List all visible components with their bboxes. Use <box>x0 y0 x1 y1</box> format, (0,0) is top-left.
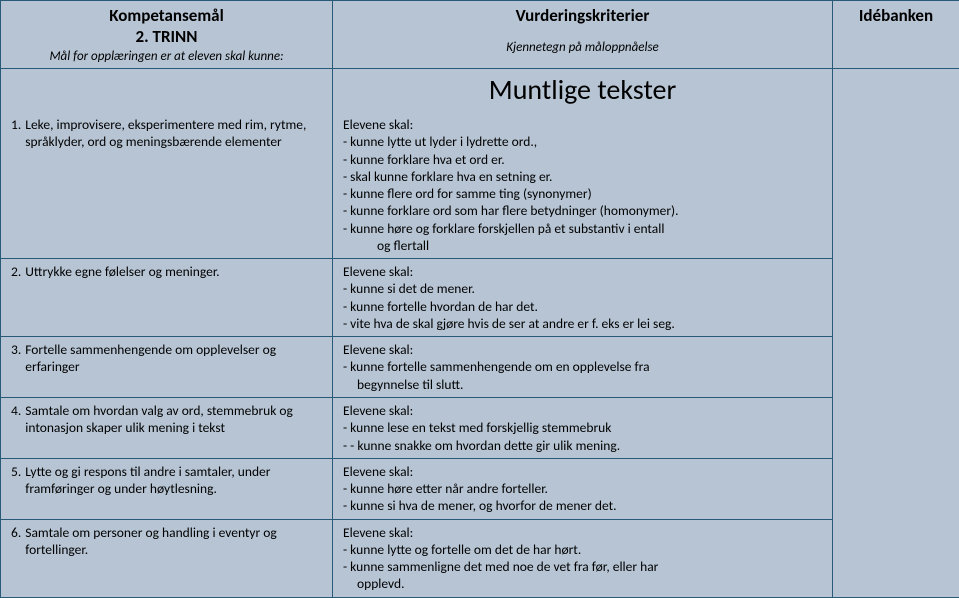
criteria-item: - kunne flere ord for samme ting (synony… <box>343 185 824 202</box>
criteria-item: - skal kunne forklare hva en setning er. <box>343 168 824 185</box>
goal-cell-1 <box>1 69 333 113</box>
header-row: Kompetansemål 2. TRINN Mål for opplæring… <box>1 1 959 69</box>
header-col3: Idébanken <box>833 1 959 69</box>
section-title-row: Muntlige tekster <box>1 69 959 113</box>
goal-cell: 3. Fortelle sammenhengende om opplevelse… <box>1 337 333 398</box>
criteria-item: - - kunne snakke om hvordan dette gir ul… <box>343 437 824 454</box>
criteria-item: - kunne sammenligne det med noe de vet f… <box>343 558 824 575</box>
goal-text: 4. Samtale om hvordan valg av ord, stemm… <box>11 402 324 437</box>
goal-cell: 6. Samtale om personer og handling i eve… <box>1 519 333 597</box>
criteria-item-cont: begynnelse til slutt. <box>343 376 824 393</box>
criteria-lead: Elevene skal: <box>343 402 824 419</box>
goal-text: 6. Samtale om personer og handling i eve… <box>11 524 324 559</box>
section-title-cell: Muntlige tekster <box>333 69 833 113</box>
criteria-item: - kunne forklare ord som har flere betyd… <box>343 202 824 219</box>
table-row: 4. Samtale om hvordan valg av ord, stemm… <box>1 397 959 458</box>
table-row: 2. Uttrykke egne følelser og meninger. E… <box>1 259 959 337</box>
goal-cell: 4. Samtale om hvordan valg av ord, stemm… <box>1 397 333 458</box>
criteria-cell: Elevene skal: - kunne lytte og fortelle … <box>333 519 833 597</box>
criteria-item: - kunne lytte ut lyder i lydrette ord., <box>343 133 824 150</box>
criteria-cell: Elevene skal: - kunne høre etter når and… <box>333 458 833 519</box>
table-row: 3. Fortelle sammenhengende om opplevelse… <box>1 337 959 398</box>
criteria-item-cont: opplevd. <box>343 575 824 592</box>
criteria-item: - kunne si hva de mener, og hvorfor de m… <box>343 497 824 514</box>
goal-text: 5. Lytte og gi respons til andre i samta… <box>11 463 324 498</box>
header-col1-sub: Mål for opplæringen er at eleven skal ku… <box>7 49 326 64</box>
header-col2-sub: Kjennetegn på måloppnåelse <box>339 40 826 55</box>
curriculum-table-page: Kompetansemål 2. TRINN Mål for opplæring… <box>0 0 959 592</box>
header-col2-title: Vurderingskriterier <box>339 5 826 26</box>
table-row: 5. Lytte og gi respons til andre i samta… <box>1 458 959 519</box>
criteria-lead: Elevene skal: <box>343 116 824 133</box>
section-title: Muntlige tekster <box>333 69 832 112</box>
criteria-item: - kunne høre og forklare forskjellen på … <box>343 220 824 237</box>
criteria-lead: Elevene skal: <box>343 463 824 480</box>
goal-text: 2. Uttrykke egne følelser og meninger. <box>11 263 324 280</box>
criteria-lead: Elevene skal: <box>343 263 824 280</box>
header-col1-line2: 2. TRINN <box>7 26 326 47</box>
goal-text: 3. Fortelle sammenhengende om opplevelse… <box>11 341 324 376</box>
criteria-item: - vite hva de skal gjøre hvis de ser at … <box>343 315 824 332</box>
header-col2: Vurderingskriterier Kjennetegn på målopp… <box>333 1 833 69</box>
goal-cell: 2. Uttrykke egne følelser og meninger. <box>1 259 333 337</box>
table-row: 6. Samtale om personer og handling i eve… <box>1 519 959 597</box>
criteria-item: - kunne lese en tekst med forskjellig st… <box>343 419 824 436</box>
criteria-cell: Elevene skal: - kunne lytte ut lyder i l… <box>333 112 833 259</box>
header-col1: Kompetansemål 2. TRINN Mål for opplæring… <box>1 1 333 69</box>
criteria-cell: Elevene skal: - kunne lese en tekst med … <box>333 397 833 458</box>
criteria-item-cont: og flertall <box>343 237 824 254</box>
header-col3-title: Idébanken <box>839 5 953 26</box>
criteria-cell: Elevene skal: - kunne si det de mener. -… <box>333 259 833 337</box>
criteria-item: - kunne fortelle sammenhengende om en op… <box>343 358 824 375</box>
criteria-lead: Elevene skal: <box>343 524 824 541</box>
goal-cell: 5. Lytte og gi respons til andre i samta… <box>1 458 333 519</box>
criteria-item: - kunne si det de mener. <box>343 280 824 297</box>
criteria-item: - kunne fortelle hvordan de har det. <box>343 298 824 315</box>
criteria-item: - kunne lytte og fortelle om det de har … <box>343 541 824 558</box>
ideabank-cell <box>833 69 959 598</box>
criteria-item: - kunne forklare hva et ord er. <box>343 151 824 168</box>
criteria-cell: Elevene skal: - kunne fortelle sammenhen… <box>333 337 833 398</box>
table-row: 1. Leke, improvisere, eksperimentere med… <box>1 112 959 259</box>
criteria-lead: Elevene skal: <box>343 341 824 358</box>
curriculum-table: Kompetansemål 2. TRINN Mål for opplæring… <box>0 0 959 598</box>
goal-text: 1. Leke, improvisere, eksperimentere med… <box>11 116 324 151</box>
criteria-item: - kunne høre etter når andre forteller. <box>343 480 824 497</box>
header-col1-title: Kompetansemål <box>7 5 326 26</box>
goal-cell: 1. Leke, improvisere, eksperimentere med… <box>1 112 333 259</box>
